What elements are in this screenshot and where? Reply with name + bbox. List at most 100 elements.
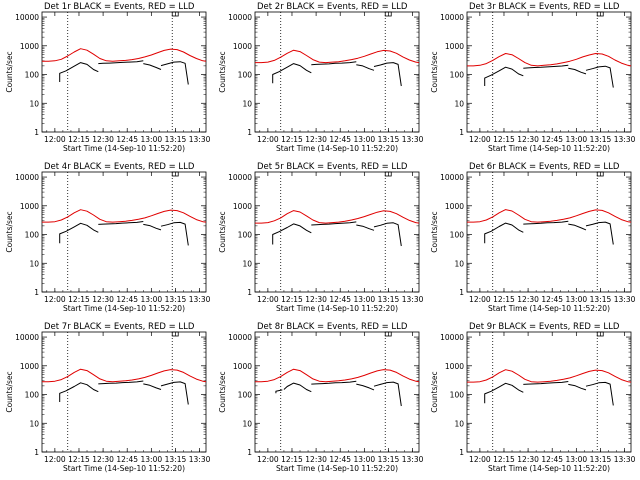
panel-title: Det 4r BLACK = Events, RED = LLD: [44, 162, 195, 172]
y-tick-label: 10: [454, 419, 464, 428]
x-tick-label: 12:30: [305, 135, 327, 144]
events-series-line: [356, 64, 375, 71]
x-tick-label: 12:30: [517, 135, 539, 144]
x-axis-label: Start Time (14-Sep-10 11:52:20): [488, 464, 610, 473]
x-tick-label: 13:00: [354, 455, 376, 464]
y-tick-label: 1: [247, 288, 252, 297]
events-series-line: [484, 382, 524, 404]
x-tick-label: 13:00: [566, 455, 588, 464]
events-series-line: [523, 64, 569, 69]
y-tick-label: 1000: [20, 42, 39, 51]
x-tick-label: 13:15: [378, 455, 400, 464]
x-tick-label: 13:00: [141, 455, 163, 464]
y-axis-label: Counts/sec: [218, 51, 227, 92]
events-series-line: [143, 223, 162, 231]
plot-frame: [254, 11, 420, 133]
events-series-line: [568, 67, 587, 75]
x-tick-label: 12:00: [469, 135, 491, 144]
events-series-line: [143, 383, 162, 390]
plot-frame: [466, 11, 632, 133]
lld-series-line: [42, 48, 207, 62]
y-axis-label: Counts/sec: [218, 371, 227, 412]
events-series-line: [160, 221, 189, 246]
panel-title: Det 2r BLACK = Events, RED = LLD: [257, 2, 408, 12]
panel-title: Det 8r BLACK = Events, RED = LLD: [257, 322, 408, 332]
y-axis-label: Counts/sec: [5, 371, 14, 412]
events-series-line: [59, 222, 99, 244]
x-axis-label: Start Time (14-Sep-10 11:52:20): [488, 304, 610, 313]
lld-series-line: [255, 49, 420, 64]
plot-frame: [41, 171, 207, 293]
lld-series-line: [255, 368, 420, 383]
x-tick-label: 12:15: [68, 135, 90, 144]
events-series-line: [272, 223, 312, 245]
events-series-line: [59, 62, 99, 82]
y-tick-label: 1: [459, 448, 464, 457]
panel-title: Det 9r BLACK = Events, RED = LLD: [469, 322, 620, 332]
x-tick-label: 13:00: [566, 295, 588, 304]
y-tick-label: 100: [25, 391, 40, 400]
events-series-line: [98, 380, 144, 385]
x-tick-label: 12:00: [257, 135, 279, 144]
events-series-line: [143, 63, 162, 70]
x-tick-label: 12:30: [92, 455, 114, 464]
y-tick-label: 1000: [20, 202, 39, 211]
x-tick-label: 12:30: [92, 295, 114, 304]
events-series-line: [568, 223, 587, 231]
y-tick-label: 10000: [15, 13, 39, 22]
events-series-line: [523, 220, 569, 225]
panel-title: Det 7r BLACK = Events, RED = LLD: [44, 322, 195, 332]
lld-series-line: [42, 368, 207, 383]
plot-frame: [466, 331, 632, 453]
y-axis-label: Counts/sec: [218, 211, 227, 252]
y-tick-label: 10: [242, 259, 252, 268]
y-tick-label: 1: [459, 128, 464, 137]
lld-series-line: [42, 209, 207, 223]
events-series-line: [59, 382, 99, 402]
plot-frame: [41, 331, 207, 453]
x-tick-label: 12:15: [493, 135, 515, 144]
y-tick-label: 10: [29, 259, 39, 268]
y-tick-label: 10: [29, 99, 39, 108]
plot-frame: [41, 11, 207, 133]
x-axis-label: Start Time (14-Sep-10 11:52:20): [276, 464, 398, 473]
events-series-line: [356, 224, 375, 231]
y-tick-label: 100: [450, 391, 465, 400]
x-tick-label: 12:00: [44, 135, 66, 144]
x-tick-label: 13:00: [141, 295, 163, 304]
x-tick-label: 12:15: [68, 295, 90, 304]
x-tick-label: 13:15: [590, 135, 612, 144]
plot-frame: [466, 171, 632, 293]
x-tick-label: 12:45: [541, 455, 563, 464]
x-axis-label: Start Time (14-Sep-10 11:52:20): [276, 304, 398, 313]
x-tick-label: 12:45: [116, 135, 138, 144]
y-axis-label: Counts/sec: [430, 371, 439, 412]
events-series-line: [484, 66, 524, 86]
x-tick-label: 13:30: [189, 295, 211, 304]
x-tick-label: 13:30: [402, 135, 424, 144]
plot-frame: [254, 331, 420, 453]
x-tick-label: 12:30: [305, 455, 327, 464]
y-tick-label: 10000: [15, 173, 39, 182]
y-tick-label: 100: [450, 231, 465, 240]
events-series-line: [272, 63, 312, 84]
x-tick-label: 13:00: [354, 135, 376, 144]
x-tick-label: 13:30: [614, 135, 636, 144]
y-tick-label: 1: [34, 288, 39, 297]
y-axis-label: Counts/sec: [430, 211, 439, 252]
x-tick-label: 12:15: [493, 295, 515, 304]
y-axis-label: Counts/sec: [5, 51, 14, 92]
y-tick-label: 100: [25, 231, 40, 240]
y-tick-label: 1: [34, 128, 39, 137]
x-tick-label: 12:45: [329, 455, 351, 464]
lld-series-line: [467, 369, 632, 383]
y-tick-label: 10: [454, 99, 464, 108]
y-tick-label: 100: [450, 71, 465, 80]
events-series-line: [585, 381, 614, 406]
